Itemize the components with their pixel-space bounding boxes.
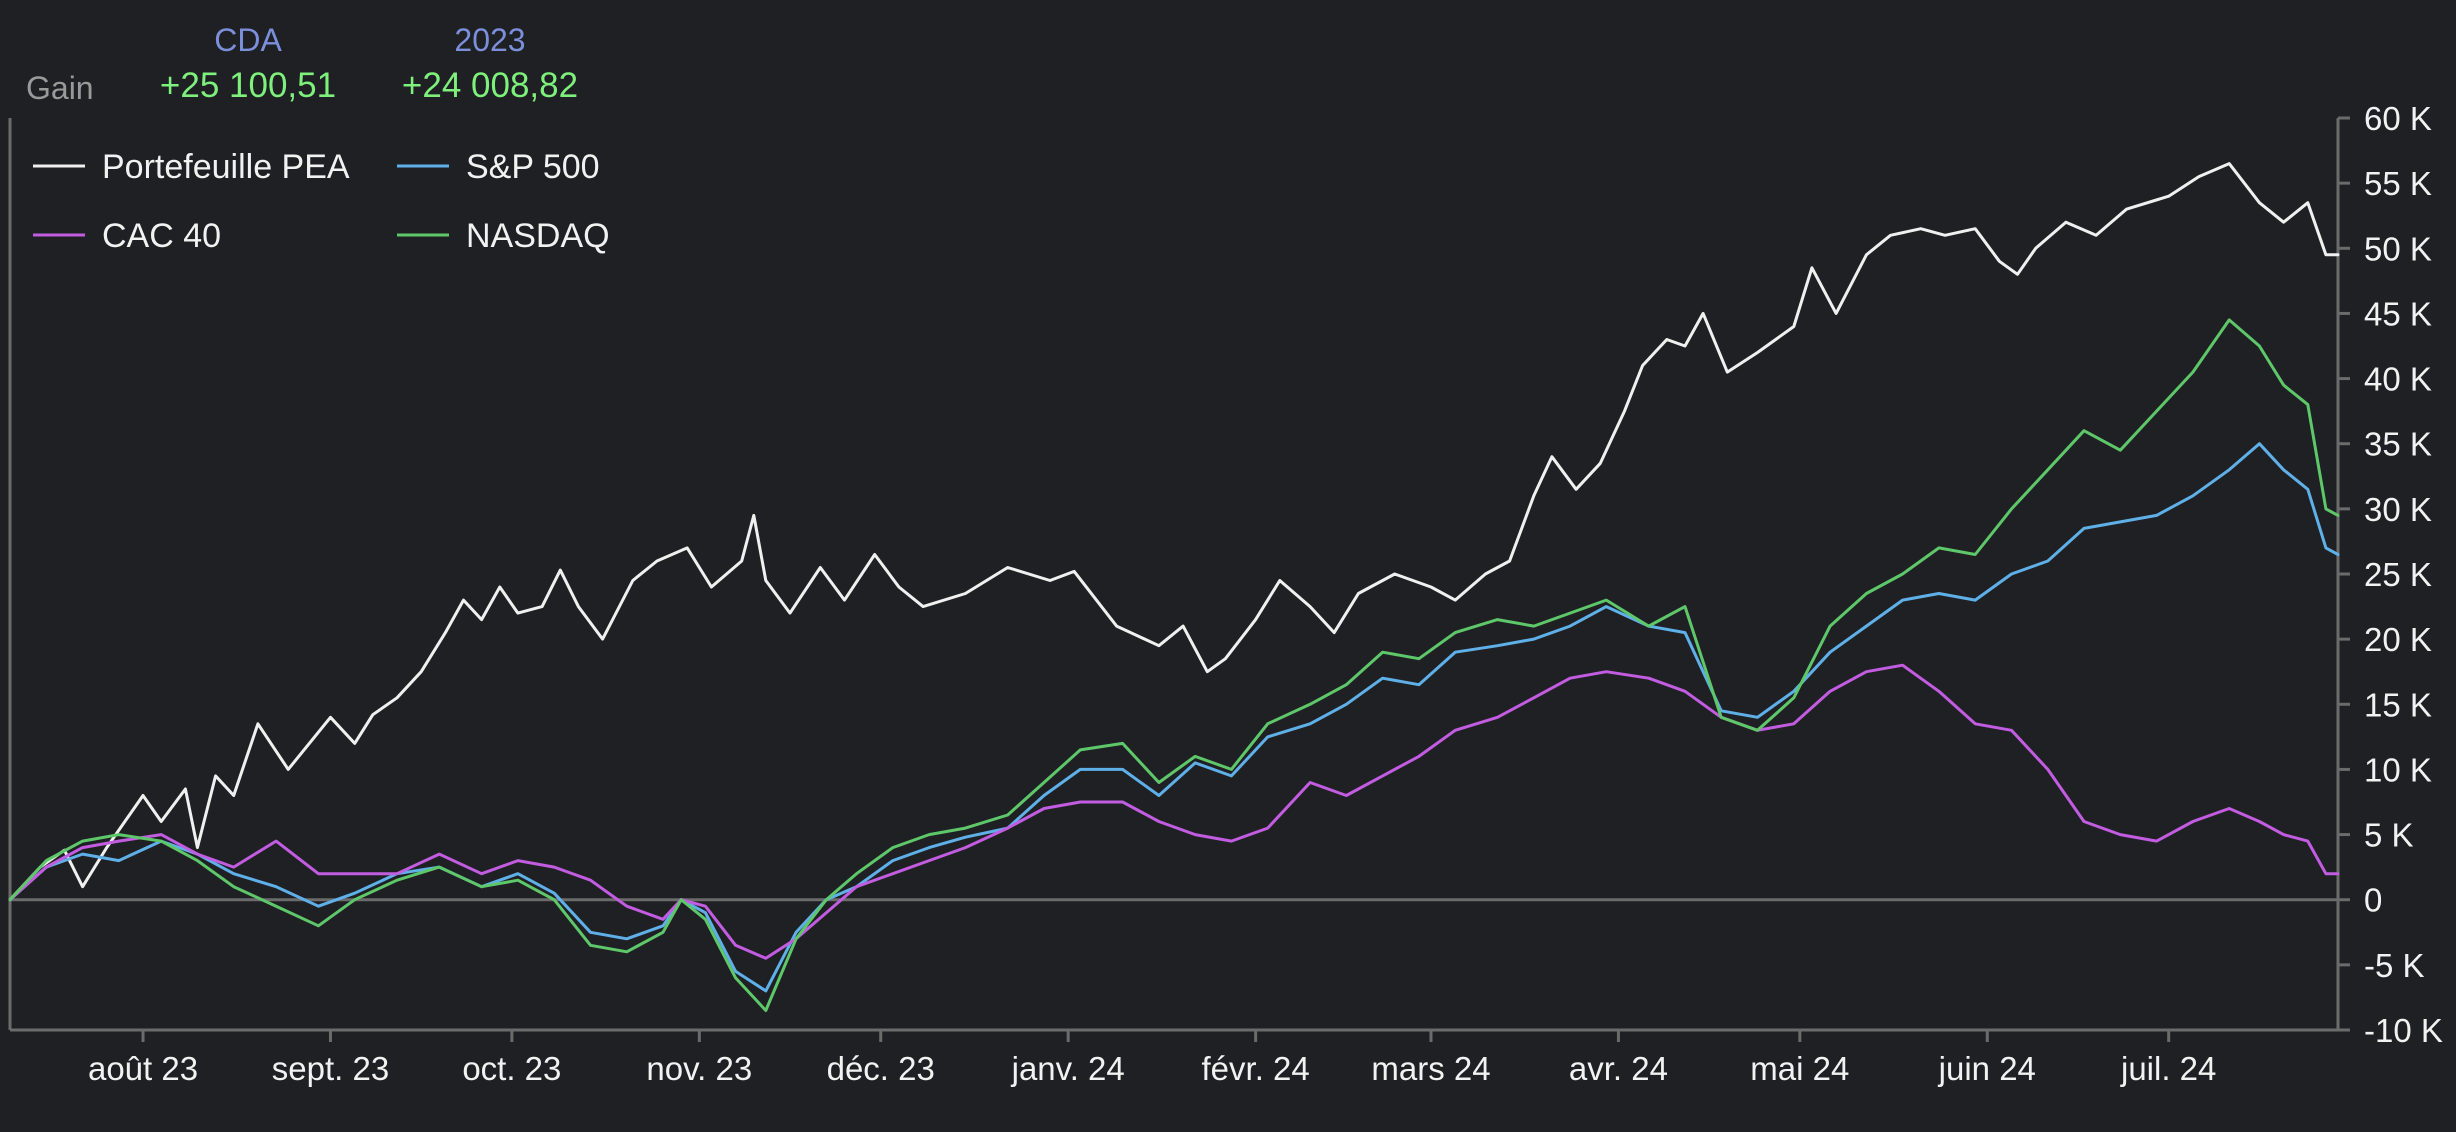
series-line-portefeuille-pea	[8, 162, 2340, 902]
x-tick-label: avr. 24	[1569, 1050, 1668, 1087]
x-tick-label: mars 24	[1371, 1050, 1490, 1087]
gain-row-label: Gain	[26, 70, 94, 106]
chart-axes: 60 K 55 K 50 K 45 K 40 K 35 K 30 K 25 K 20 K 15 K…	[8, 100, 2443, 1087]
y-tick-label: 0	[2364, 882, 2382, 919]
x-tick-label: sept. 23	[272, 1050, 389, 1087]
legend-label: S&P 500	[466, 148, 600, 186]
gain-column-title-cda: CDA	[214, 22, 282, 58]
y-tick-label: 15 K	[2364, 686, 2432, 723]
x-tick-label: juin 24	[1938, 1050, 2036, 1087]
x-tick-label: oct. 23	[462, 1050, 561, 1087]
x-tick-label: nov. 23	[646, 1050, 752, 1087]
chart-series	[8, 162, 2340, 1012]
x-tick-label: juil. 24	[2120, 1050, 2216, 1087]
y-tick-label: 10 K	[2364, 751, 2432, 788]
y-tick-label: 40 K	[2364, 361, 2432, 398]
gain-column-title-2023: 2023	[454, 22, 525, 58]
series-line-cac-40	[8, 663, 2340, 960]
legend-item-nasdaq[interactable]: NASDAQ	[397, 217, 610, 255]
y-tick-label: 35 K	[2364, 426, 2432, 463]
y-tick-label: -5 K	[2364, 947, 2425, 984]
x-tick-label: janv. 24	[1011, 1050, 1125, 1087]
gain-header: Gain CDA +25 100,51 2023 +24 008,82	[26, 22, 578, 106]
x-tick-label: déc. 23	[827, 1050, 935, 1087]
legend-item-cac-40[interactable]: CAC 40	[33, 217, 221, 255]
y-tick-label: 5 K	[2364, 817, 2414, 854]
x-tick-label: mai 24	[1750, 1050, 1849, 1087]
legend-item-s-p-500[interactable]: S&P 500	[397, 148, 600, 186]
y-tick-label: 60 K	[2364, 100, 2432, 137]
x-tick-label: août 23	[88, 1050, 198, 1087]
y-tick-label: -10 K	[2364, 1012, 2443, 1049]
y-tick-label: 50 K	[2364, 230, 2432, 267]
y-tick-label: 25 K	[2364, 556, 2432, 593]
x-tick-label: févr. 24	[1202, 1050, 1310, 1087]
gain-value-2023: +24 008,82	[402, 66, 578, 105]
y-tick-label: 30 K	[2364, 491, 2432, 528]
legend-label: CAC 40	[102, 217, 221, 255]
series-line-nasdaq	[8, 318, 2340, 1012]
legend-label: NASDAQ	[466, 217, 610, 255]
chart-legend[interactable]: Portefeuille PEA S&P 500 CAC 40 NASDAQ	[33, 148, 610, 255]
gain-value-cda: +25 100,51	[160, 66, 336, 105]
y-tick-label: 20 K	[2364, 621, 2432, 658]
series-line-s-p-500	[8, 442, 2340, 993]
y-tick-label: 55 K	[2364, 165, 2432, 202]
legend-item-portefeuille-pea[interactable]: Portefeuille PEA	[33, 148, 350, 186]
legend-label: Portefeuille PEA	[102, 148, 350, 186]
y-tick-label: 45 K	[2364, 295, 2432, 332]
